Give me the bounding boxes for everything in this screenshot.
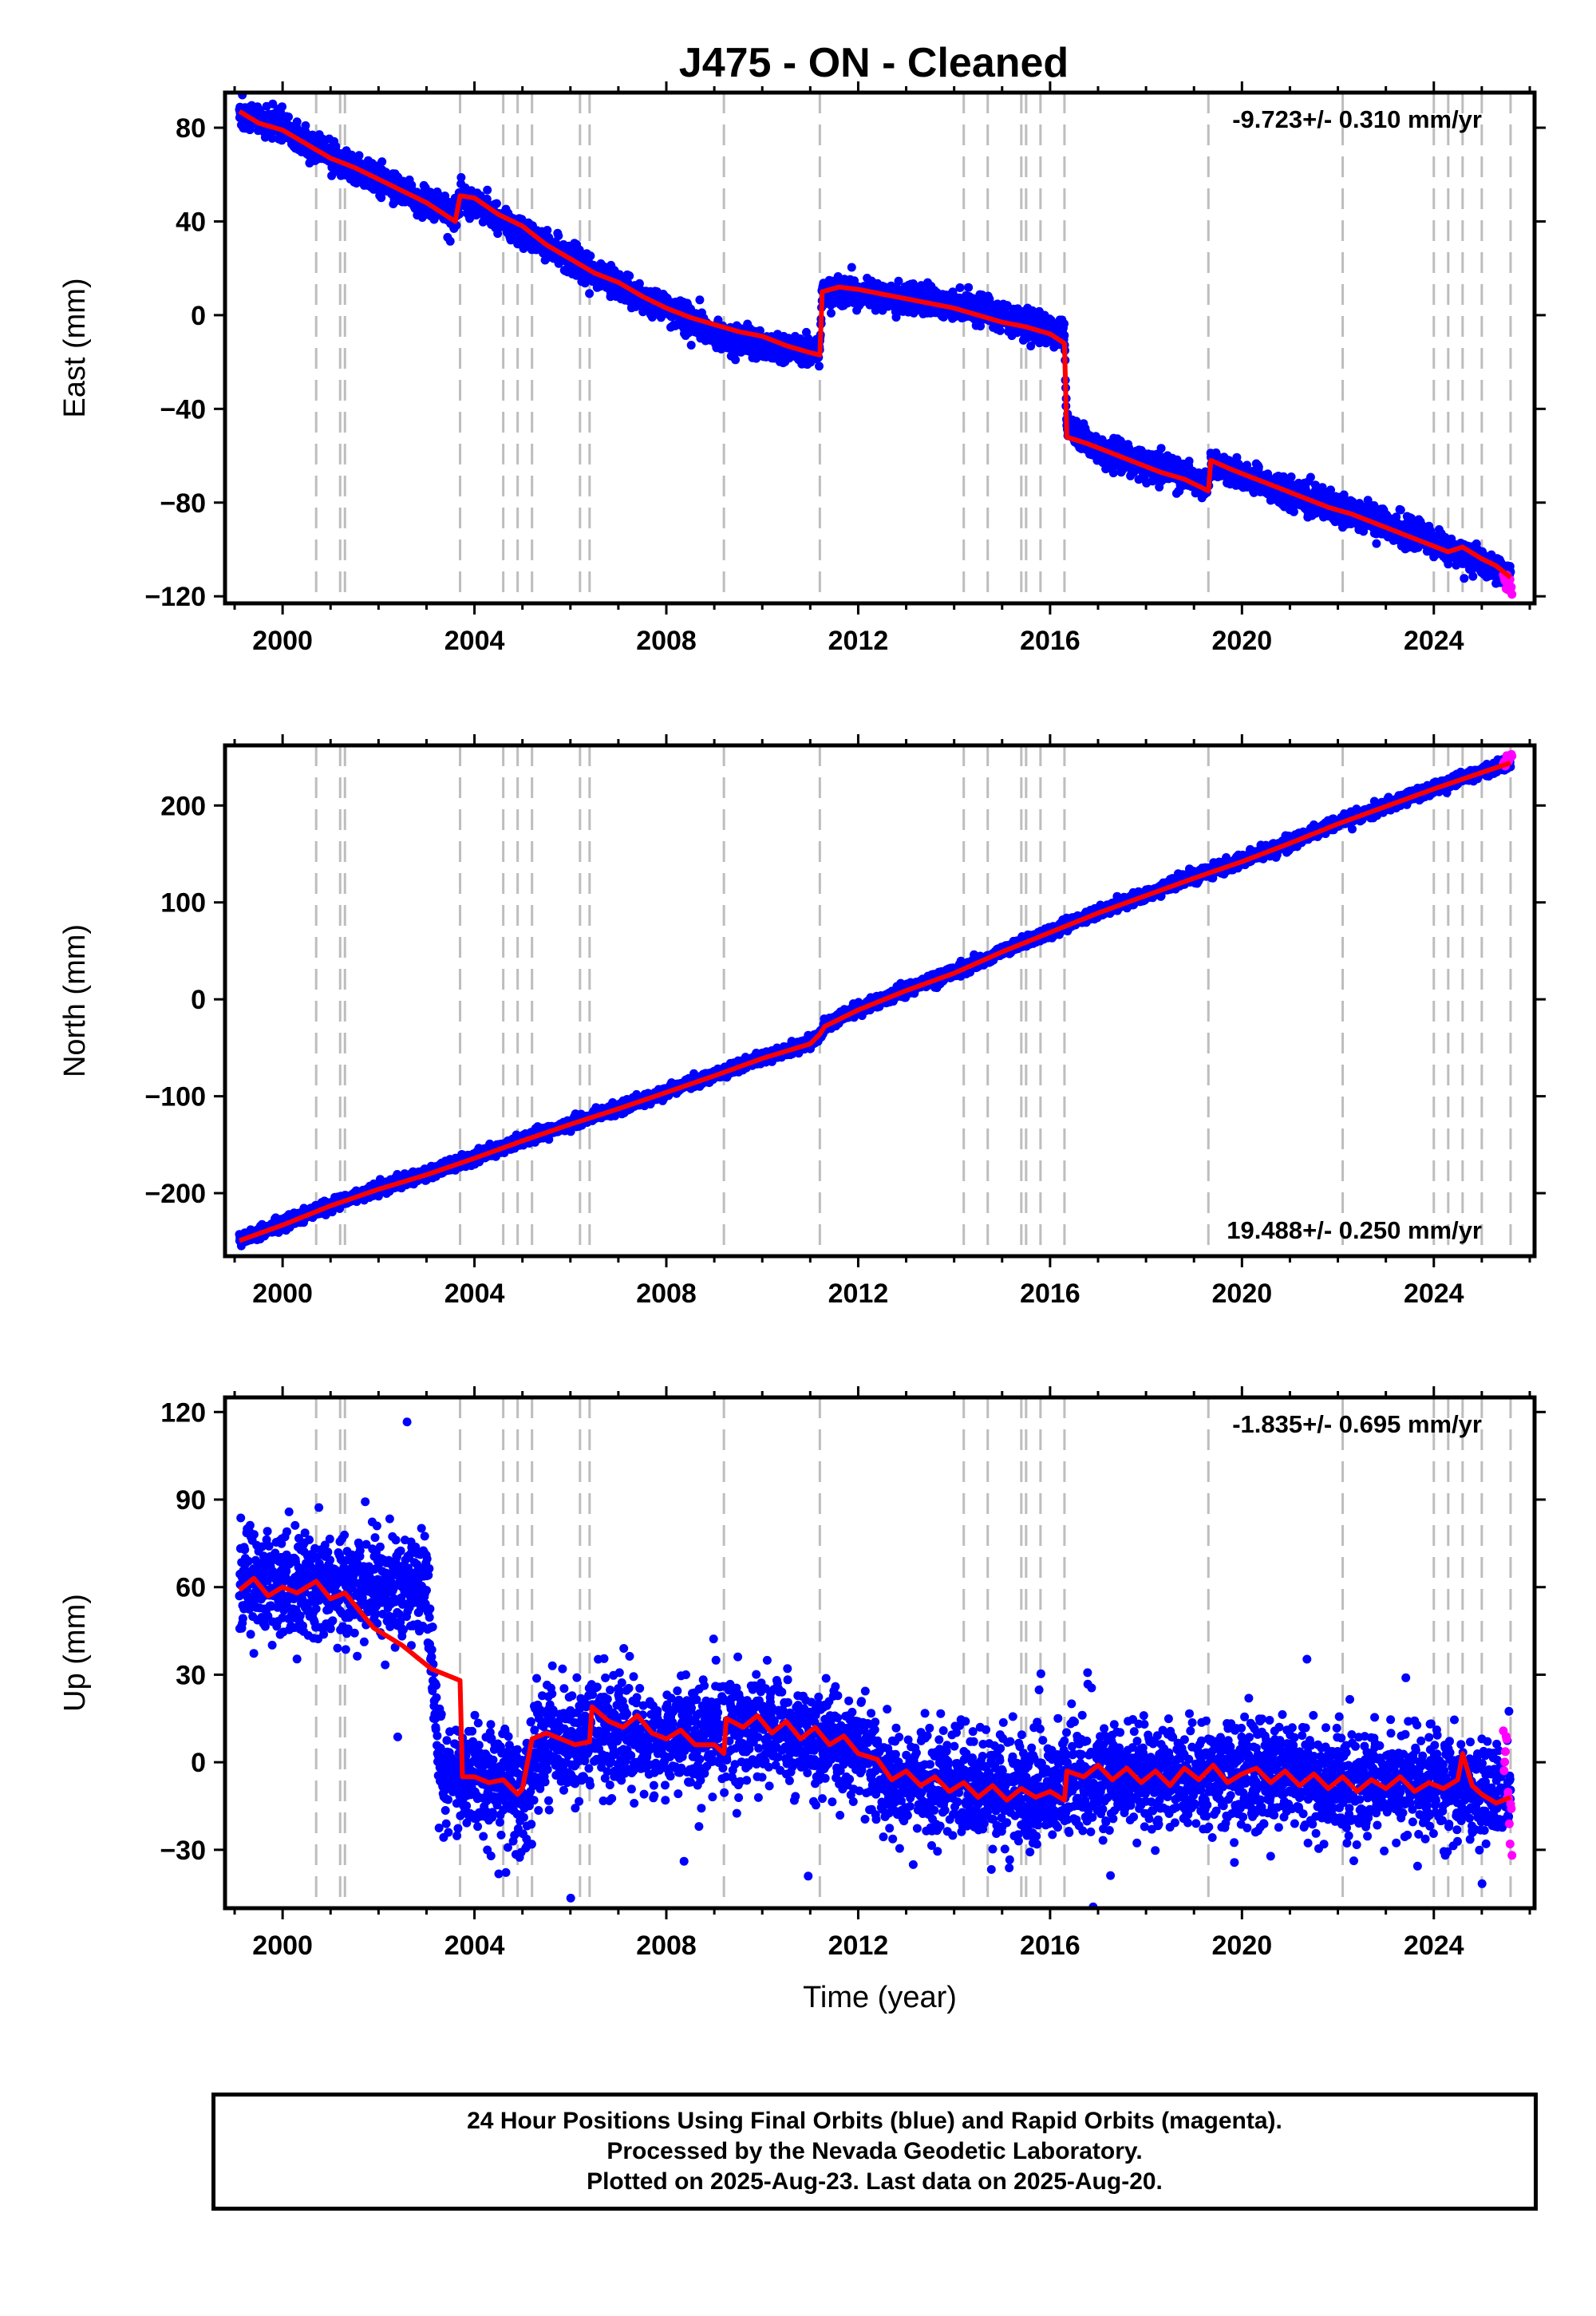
final_orbits-point [1369, 501, 1379, 510]
model-line [238, 109, 1512, 580]
final_orbits-point [1289, 507, 1298, 516]
final_orbits-point [1372, 539, 1381, 548]
offset-lines-east [314, 93, 1512, 603]
final_orbits-point [267, 133, 277, 143]
final_orbits-point [1184, 456, 1194, 466]
x-tick-label: 2004 [444, 626, 505, 656]
final_orbits-point [377, 157, 387, 167]
final_orbits-point [354, 151, 364, 160]
final_orbits-point [1232, 453, 1242, 462]
final_orbits-point [1101, 464, 1111, 474]
final_orbits-point [456, 172, 466, 182]
rapid_orbits-point [1507, 583, 1516, 592]
final_orbits-point [1156, 444, 1166, 453]
final_orbits-points [235, 93, 1515, 592]
final_orbits-point [976, 322, 986, 331]
data-east [235, 93, 1517, 599]
final_orbits-point [493, 229, 503, 239]
x-tick-label: 2024 [1404, 626, 1464, 656]
x-tick-label: 2000 [252, 626, 313, 656]
final_orbits-point [586, 251, 595, 261]
final_orbits-point [377, 193, 386, 203]
final_orbits-point [1026, 342, 1036, 351]
y-tick-label: 0 [191, 301, 206, 331]
y-axis-east: 80 40 0 −40 −80 −120 [144, 113, 1546, 612]
y-tick-label: 80 [176, 113, 206, 144]
y-tick-label: −80 [160, 488, 206, 519]
final_orbits-point [407, 180, 417, 190]
x-tick-label: 2008 [636, 626, 697, 656]
x-tick-label: 2020 [1212, 626, 1273, 656]
y-tick-label: −120 [144, 582, 206, 612]
final_orbits-point [492, 199, 501, 208]
x-axis-east: 2000 2004 2008 2012 2016 2020 2024 [233, 81, 1531, 656]
y-tick-label: −40 [160, 394, 206, 425]
final_orbits-point [1108, 468, 1118, 478]
final_orbits-point [625, 271, 634, 281]
final_orbits-point [1286, 472, 1296, 481]
final_orbits-point [429, 215, 439, 224]
final_orbits-point [847, 263, 856, 272]
final_orbits-point [1046, 315, 1056, 325]
data-north [235, 749, 1517, 1251]
final_orbits-point [1306, 472, 1315, 482]
plot-frame-east [223, 90, 1537, 606]
y-tick-label: 40 [176, 207, 206, 237]
offset-lines-north [314, 745, 1512, 1256]
final_orbits-point [1172, 455, 1182, 464]
final_orbits-point [755, 326, 764, 335]
final_orbits-point [955, 283, 965, 292]
final_orbits-point [1254, 462, 1263, 472]
y-axis-label-east: East (mm) [58, 278, 92, 417]
final_orbits-point [301, 121, 310, 130]
final_orbits-point [1407, 514, 1416, 523]
x-tick-label: 2016 [1020, 626, 1080, 656]
final_orbits-point [483, 185, 492, 195]
final_orbits-point [292, 117, 302, 127]
final_orbits-point [278, 102, 286, 112]
rate-label-east: -9.723+/- 0.310 mm/yr [1232, 105, 1482, 133]
final_orbits-point [1326, 485, 1335, 495]
final_orbits-point [731, 355, 741, 365]
chart-title: J475 - ON - Cleaned [679, 40, 1069, 86]
x-tick-label: 2012 [828, 626, 889, 656]
final_orbits-point [964, 283, 974, 292]
final_orbits-point [827, 308, 836, 318]
rapid_orbits-point [1507, 590, 1517, 599]
final_orbits-point [1460, 574, 1469, 583]
final_orbits-point [686, 341, 696, 350]
final_orbits-point [554, 231, 563, 240]
final_orbits-point [894, 276, 903, 286]
final_orbits-point [585, 289, 595, 298]
final_orbits-point [245, 125, 255, 135]
final_orbits-point [1396, 505, 1405, 515]
final_orbits-point [1060, 319, 1069, 329]
final_orbits-point [1242, 460, 1252, 470]
final_orbits-point [482, 194, 492, 204]
final_orbits-point [815, 362, 824, 371]
final_orbits-point [284, 113, 293, 121]
final_orbits-point [1310, 480, 1320, 490]
final_orbits-point [695, 295, 705, 305]
final_orbits-point [995, 326, 1005, 335]
final_orbits-point [1060, 330, 1069, 340]
final_orbits-point [985, 294, 994, 304]
final_orbits-point [445, 236, 455, 246]
final_orbits-point [543, 226, 552, 235]
final_orbits-point [1468, 571, 1478, 581]
